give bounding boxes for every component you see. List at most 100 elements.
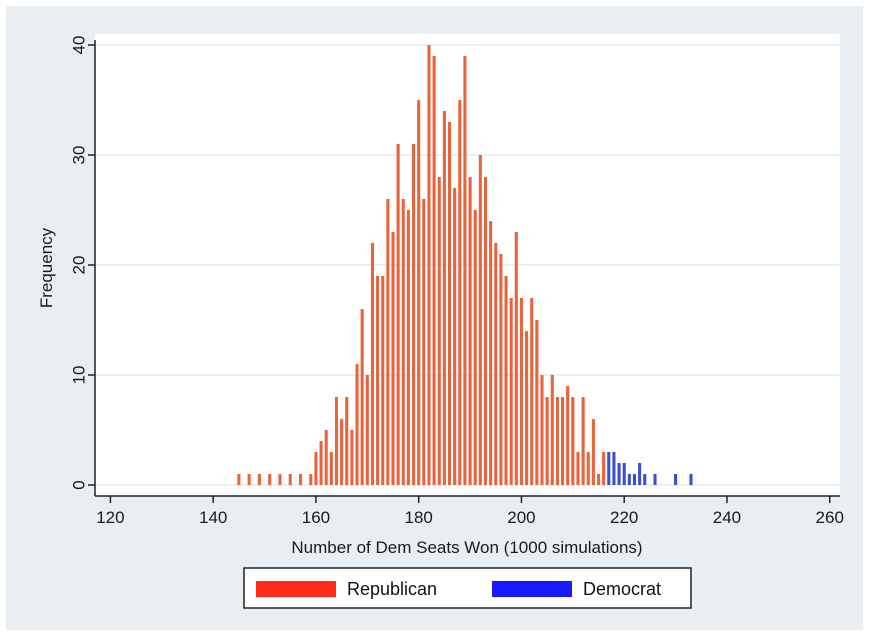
bar-republican-165 (340, 419, 344, 485)
bar-republican-197 (504, 276, 508, 485)
bar-republican-179 (412, 144, 416, 485)
series-democrat (607, 452, 693, 485)
y-tick-label-20: 20 (70, 256, 89, 275)
bar-republican-161 (319, 441, 323, 485)
gridlines (95, 44, 840, 486)
x-tick-label-200: 200 (507, 508, 535, 527)
bar-democrat-221 (627, 474, 631, 485)
bar-republican-181 (422, 199, 426, 485)
bar-republican-215 (596, 474, 601, 485)
bar-republican-212 (581, 397, 585, 485)
bar-democrat-217 (607, 452, 611, 485)
bar-democrat-218 (612, 452, 616, 485)
bar-republican-214 (591, 419, 595, 485)
bar-republican-163 (329, 452, 333, 485)
bar-republican-162 (324, 430, 328, 485)
bar-republican-177 (401, 199, 405, 485)
legend: Republican Democrat (243, 567, 692, 609)
bar-republican-208 (561, 397, 565, 485)
bar-republican-149 (257, 474, 261, 485)
bar-republican-213 (586, 452, 590, 485)
x-tick-label-240: 240 (713, 508, 741, 527)
series-republican (237, 45, 606, 485)
bar-republican-185 (442, 111, 446, 485)
legend-label-democrat: Democrat (583, 579, 661, 599)
bar-republican-189 (463, 56, 467, 485)
bar-republican-190 (468, 177, 472, 485)
x-tick-label-180: 180 (405, 508, 433, 527)
bar-republican-196 (499, 254, 503, 485)
bar-democrat-219 (617, 463, 621, 485)
bar-republican-155 (288, 474, 292, 485)
bar-republican-203 (535, 320, 539, 485)
bar-democrat-226 (653, 474, 657, 485)
bar-democrat-230 (674, 474, 678, 485)
x-tick-label-260: 260 (816, 508, 844, 527)
bar-democrat-222 (632, 474, 637, 485)
x-axis-ticks: 120 140 160 180 200 220 240 260 (96, 496, 844, 527)
bar-republican-200 (519, 298, 523, 485)
bar-republican-193 (483, 177, 488, 485)
bar-republican-159 (309, 474, 313, 485)
bar-republican-167 (350, 430, 354, 485)
bar-republican-172 (376, 276, 380, 485)
x-tick-label-220: 220 (610, 508, 638, 527)
bar-republican-192 (478, 155, 482, 485)
bar-republican-168 (355, 364, 359, 485)
bar-republican-207 (555, 397, 559, 485)
bar-republican-160 (314, 452, 318, 485)
bar-republican-202 (530, 298, 534, 485)
bar-republican-211 (576, 452, 580, 485)
bar-republican-187 (453, 188, 457, 485)
bar-republican-171 (370, 243, 374, 485)
chart-frame: 120 140 160 180 200 220 240 260 0 10 20 30 40 Numbe… (6, 6, 863, 630)
axes (94, 40, 840, 497)
bar-republican-176 (396, 144, 400, 485)
bar-republican-198 (509, 298, 513, 485)
bar-republican-147 (247, 474, 251, 485)
bar-republican-186 (447, 122, 452, 485)
y-axis-ticks: 0 10 20 30 40 (70, 36, 95, 490)
bar-republican-174 (386, 199, 390, 485)
bar-republican-183 (432, 56, 436, 485)
bar-republican-157 (298, 474, 303, 485)
bar-republican-195 (494, 243, 498, 485)
legend-box (243, 567, 692, 609)
bar-republican-199 (514, 232, 518, 485)
bar-republican-145 (237, 474, 241, 485)
bar-republican-180 (417, 100, 421, 485)
bar-republican-173 (381, 276, 385, 485)
bar-republican-204 (540, 375, 544, 485)
bar-republican-191 (473, 210, 477, 485)
bar-democrat-233 (689, 474, 693, 485)
legend-label-republican: Republican (347, 579, 437, 599)
bar-republican-178 (406, 210, 410, 485)
bar-republican-175 (391, 232, 395, 485)
x-tick-label-140: 140 (199, 508, 227, 527)
bar-republican-210 (571, 397, 575, 485)
bar-democrat-224 (643, 474, 647, 485)
legend-swatch-republican (256, 581, 336, 597)
y-axis-title: Frequency (37, 227, 56, 308)
chart-canvas: 120 140 160 180 200 220 240 260 0 10 20 30 40 Numbe… (37, 34, 844, 609)
x-axis-title: Number of Dem Seats Won (1000 simulation… (291, 538, 642, 557)
x-tick-label-120: 120 (96, 508, 124, 527)
bar-republican-184 (437, 177, 441, 485)
bar-republican-216 (602, 452, 606, 485)
bar-republican-206 (550, 375, 554, 485)
y-tick-label-40: 40 (70, 36, 89, 55)
bar-republican-170 (365, 375, 369, 485)
bar-republican-188 (458, 100, 462, 485)
y-tick-label-30: 30 (70, 146, 89, 165)
y-tick-label-0: 0 (70, 480, 89, 489)
bar-republican-166 (345, 397, 349, 485)
bar-republican-164 (334, 397, 339, 485)
legend-swatch-democrat (492, 581, 572, 597)
bar-republican-169 (360, 309, 364, 485)
bar-republican-153 (278, 474, 282, 485)
bar-republican-194 (489, 221, 493, 485)
bar-democrat-223 (638, 463, 642, 485)
bar-democrat-220 (622, 463, 626, 485)
bar-republican-182 (427, 45, 431, 485)
bar-republican-209 (566, 386, 570, 485)
